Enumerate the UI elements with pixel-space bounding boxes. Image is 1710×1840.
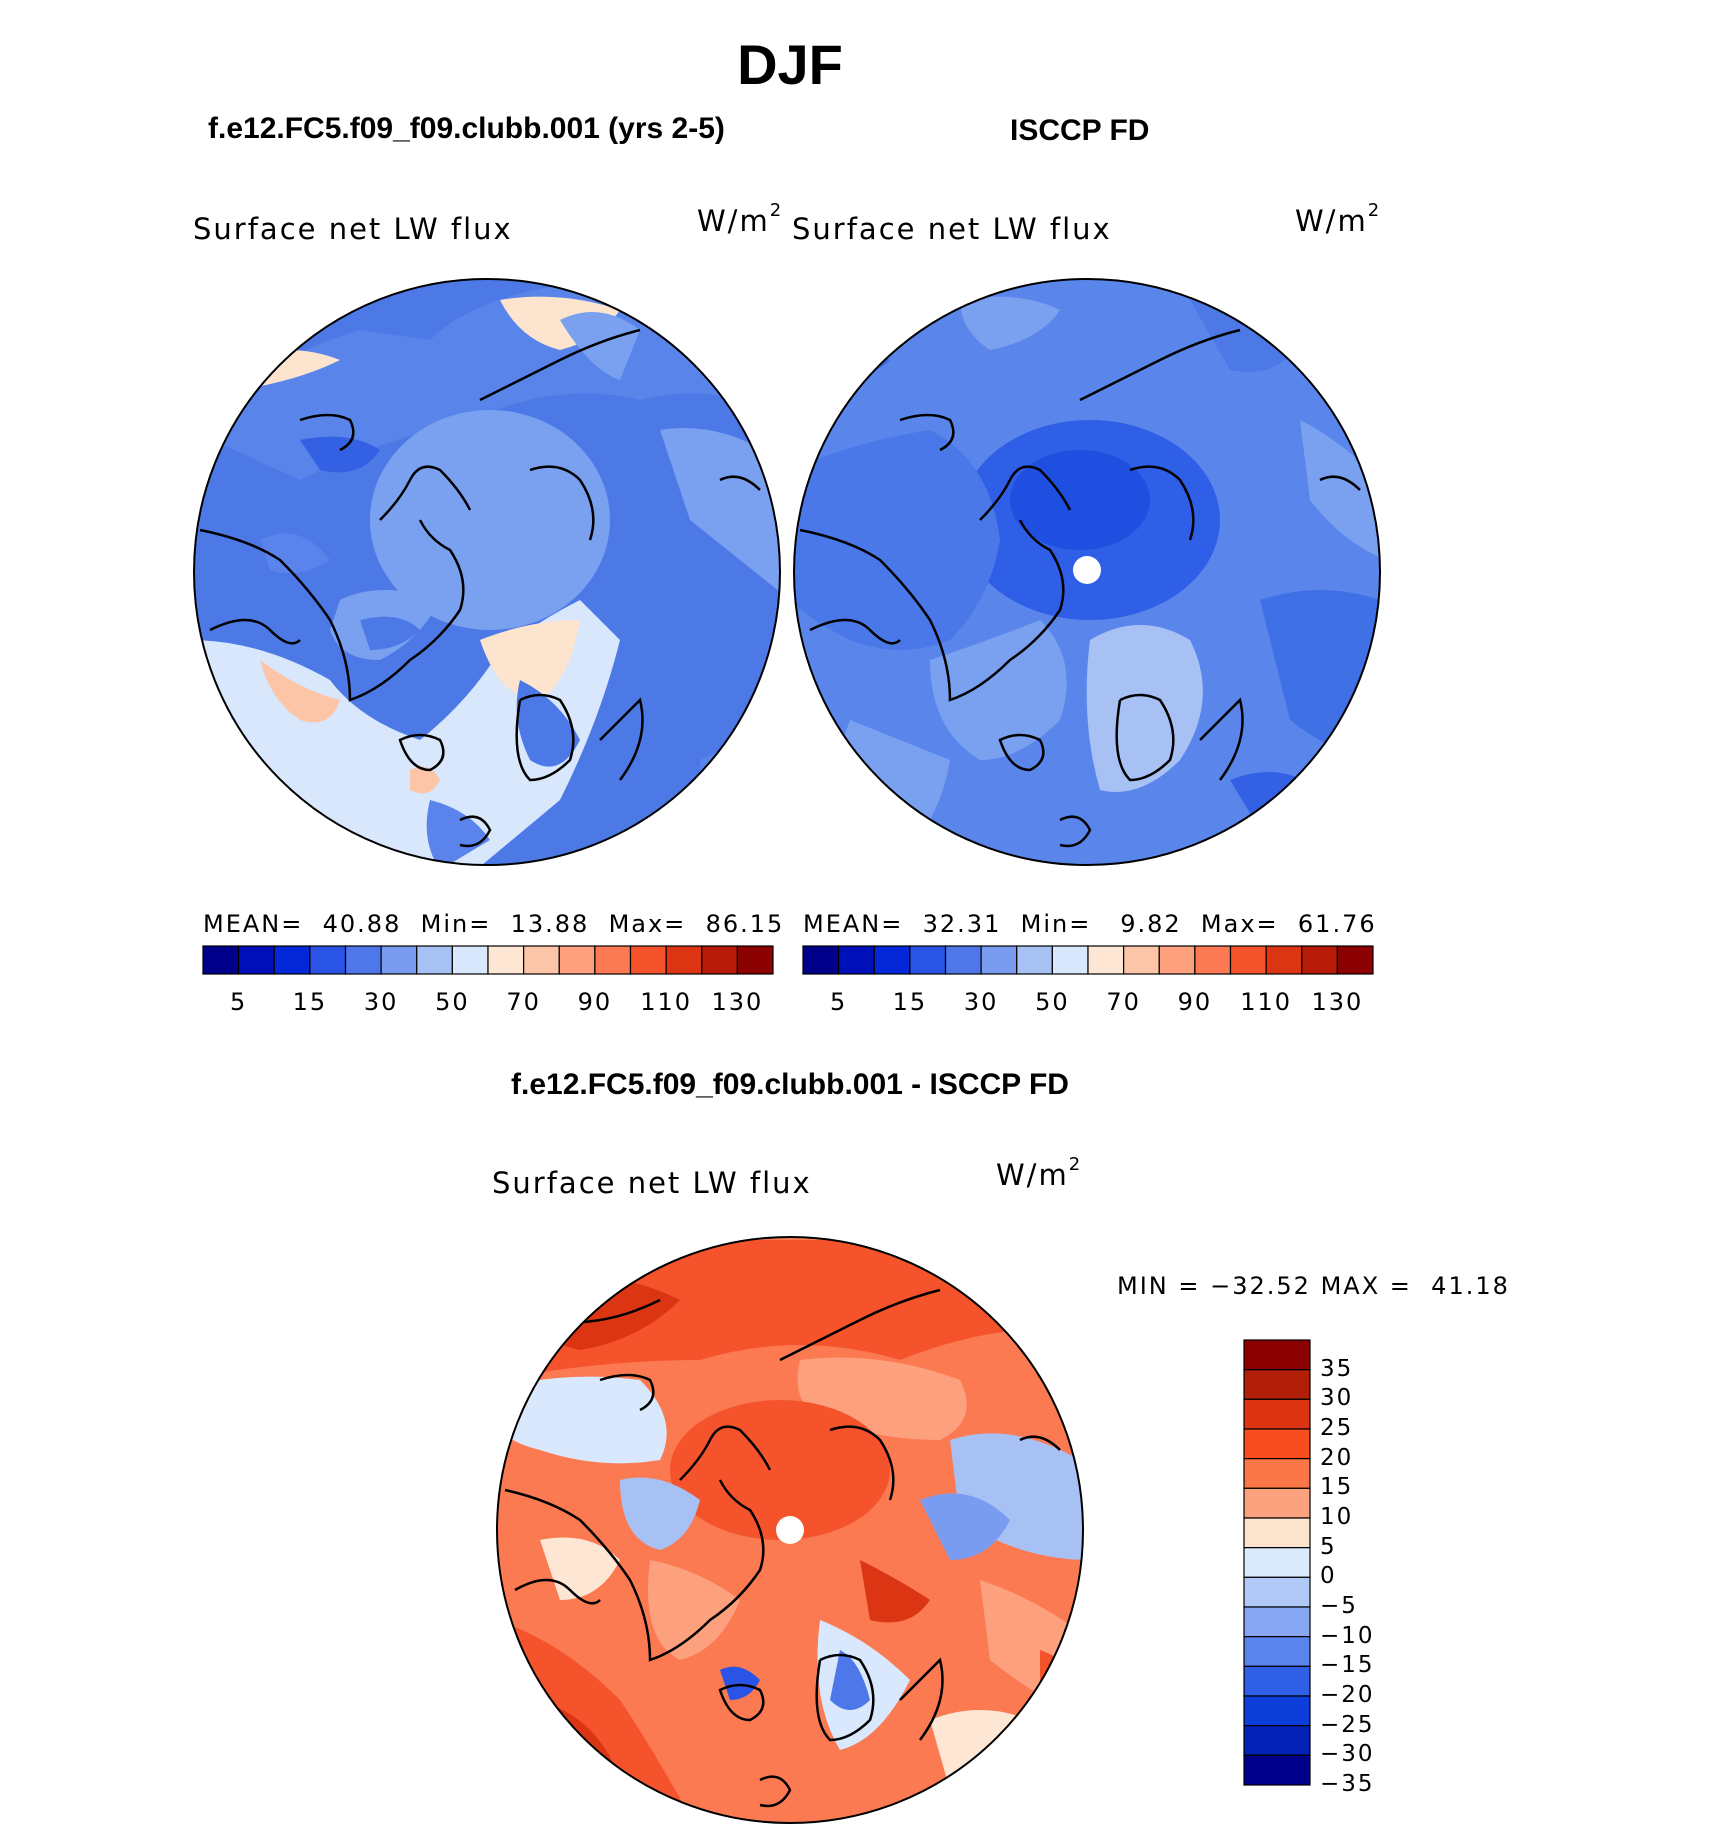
colorbar-diff-tick-label: −15 — [1320, 1652, 1375, 1679]
colorbar-obs-swatch — [980, 945, 1018, 975]
colorbar-diff-tick-label: 25 — [1320, 1415, 1354, 1441]
colorbar-diff-swatch — [1243, 1547, 1311, 1578]
colorbar-obs-tick-label: 130 — [1311, 988, 1364, 1016]
colorbar-diff-swatch — [1243, 1458, 1311, 1489]
colorbar-diff-tick-label: 35 — [1320, 1355, 1354, 1382]
colorbar-obs-tick-label: 70 — [1106, 988, 1141, 1016]
colorbar-diff-swatch — [1243, 1606, 1311, 1638]
colorbar-obs-tick-label: 30 — [963, 988, 999, 1016]
colorbar-diff-tick-label: 20 — [1320, 1444, 1354, 1471]
units-label-diff: W/m2 — [996, 1154, 1083, 1192]
colorbar-diff-swatch — [1243, 1754, 1311, 1786]
colorbar-diff-swatch — [1243, 1369, 1311, 1400]
colorbar-model-tick-label: 50 — [435, 988, 470, 1016]
colorbar-diff-swatch — [1243, 1398, 1311, 1430]
colorbar-model-swatch — [558, 945, 596, 975]
colorbar-model-tick-label: 5 — [229, 988, 248, 1016]
stats-obs: MEAN= 32.31 Min= 9.82 Max= 61.76 — [803, 910, 1377, 938]
colorbar-diff-tick-label: 10 — [1320, 1504, 1354, 1530]
colorbar-diff-tick-label: 0 — [1320, 1563, 1337, 1590]
colorbar-obs-swatch — [1336, 945, 1374, 975]
colorbar-obs — [802, 945, 1374, 975]
colorbar-model-swatch — [202, 945, 240, 975]
colorbar-diff-tick-label: −25 — [1320, 1711, 1375, 1738]
colorbar-model-swatch — [238, 945, 275, 975]
colorbar-model-tick-label: 30 — [363, 988, 399, 1016]
colorbar-diff-swatch — [1243, 1517, 1311, 1549]
figure-title: DJF — [737, 33, 843, 96]
colorbar-model-swatch — [380, 945, 418, 975]
pole-hole-diff — [776, 1516, 804, 1544]
colorbar-obs-tick-label: 110 — [1240, 988, 1293, 1016]
colorbar-diff-swatch — [1243, 1636, 1311, 1667]
colorbar-model-swatch — [451, 945, 489, 975]
colorbar-diff-tick-label: −30 — [1320, 1741, 1375, 1768]
stats-diff: MIN = −32.52 MAX = 41.18 — [1117, 1272, 1510, 1300]
colorbar-obs-tick-label: 5 — [829, 988, 848, 1016]
colorbar-obs-swatch — [1229, 945, 1267, 975]
stats-model: MEAN= 40.88 Min= 13.88 Max= 86.15 — [203, 910, 785, 938]
variable-label-obs: Surface net LW flux — [792, 212, 1112, 246]
colorbar-obs-swatch — [1158, 945, 1196, 975]
colorbar-diff-tick-label: −10 — [1320, 1622, 1375, 1649]
colorbar-diff-tick-label: 5 — [1320, 1533, 1337, 1560]
colorbar-model-swatch — [487, 945, 525, 975]
colorbar-obs-tick-label: 50 — [1035, 988, 1070, 1016]
colorbar-obs-swatch — [1194, 945, 1232, 975]
colorbar-model-swatch — [273, 945, 311, 975]
variable-label-model: Surface net LW flux — [193, 212, 513, 246]
colorbar-diff-swatch — [1243, 1487, 1311, 1519]
colorbar-diff-tick-label: 15 — [1320, 1474, 1354, 1501]
colorbar-model-tick-label: 15 — [292, 988, 328, 1016]
colorbar-diff-swatch — [1243, 1665, 1311, 1697]
colorbar-obs-swatch — [1051, 945, 1089, 975]
colorbar-diff-tick-label: −20 — [1320, 1682, 1375, 1708]
panel-header-model: f.e12.FC5.f09_f09.clubb.001 (yrs 2-5) — [208, 112, 725, 145]
colorbar-model-swatch — [309, 945, 347, 975]
colorbar-model-swatch — [736, 945, 774, 975]
colorbar-model-swatch — [523, 945, 560, 975]
colorbar-obs-swatch — [873, 945, 911, 975]
colorbar-obs-swatch — [838, 945, 875, 975]
colorbar-obs-swatch — [1016, 945, 1053, 975]
colorbar-obs-tick-label: 15 — [892, 988, 928, 1016]
panel-header-obs: ISCCP FD — [1010, 114, 1150, 147]
colorbar-diff-swatch — [1243, 1576, 1311, 1608]
colorbar-model-tick-label: 70 — [506, 988, 541, 1016]
colorbar-diff-tick-label: 30 — [1320, 1385, 1354, 1412]
colorbar-obs-swatch — [1301, 945, 1338, 975]
panel-header-diff: f.e12.FC5.f09_f09.clubb.001 - ISCCP FD — [511, 1068, 1069, 1101]
colorbar-obs-swatch — [1123, 945, 1160, 975]
colorbar-model-swatch — [416, 945, 453, 975]
colorbar-model-swatch — [665, 945, 703, 975]
colorbar-obs-swatch — [1265, 945, 1303, 975]
colorbar-obs-swatch — [909, 945, 947, 975]
colorbar-obs-swatch — [944, 945, 982, 975]
colorbar-diff-swatch — [1243, 1428, 1311, 1460]
pole-hole-obs — [1073, 556, 1101, 584]
colorbar-diff — [1243, 1339, 1311, 1786]
colorbar-model-tick-label: 130 — [711, 988, 764, 1016]
colorbar-diff-tick-label: −5 — [1320, 1593, 1358, 1619]
colorbar-model-swatch — [594, 945, 632, 975]
colorbar-model-swatch — [701, 945, 738, 975]
colorbar-diff-swatch — [1243, 1695, 1311, 1727]
units-label-model: W/m2 — [697, 200, 784, 238]
colorbar-model-swatch — [629, 945, 667, 975]
colorbar-diff-swatch — [1243, 1339, 1311, 1371]
colorbar-model-tick-label: 110 — [640, 988, 693, 1016]
colorbar-model-tick-label: 90 — [577, 988, 613, 1016]
colorbar-diff-tick-label: −35 — [1320, 1771, 1375, 1797]
units-label-obs: W/m2 — [1295, 200, 1382, 238]
colorbar-diff-swatch — [1243, 1725, 1311, 1756]
colorbar-obs-swatch — [1087, 945, 1125, 975]
variable-label-diff: Surface net LW flux — [492, 1166, 812, 1200]
colorbar-model — [202, 945, 774, 975]
colorbar-obs-tick-label: 90 — [1177, 988, 1213, 1016]
colorbar-obs-swatch — [802, 945, 840, 975]
colorbar-model-swatch — [344, 945, 382, 975]
